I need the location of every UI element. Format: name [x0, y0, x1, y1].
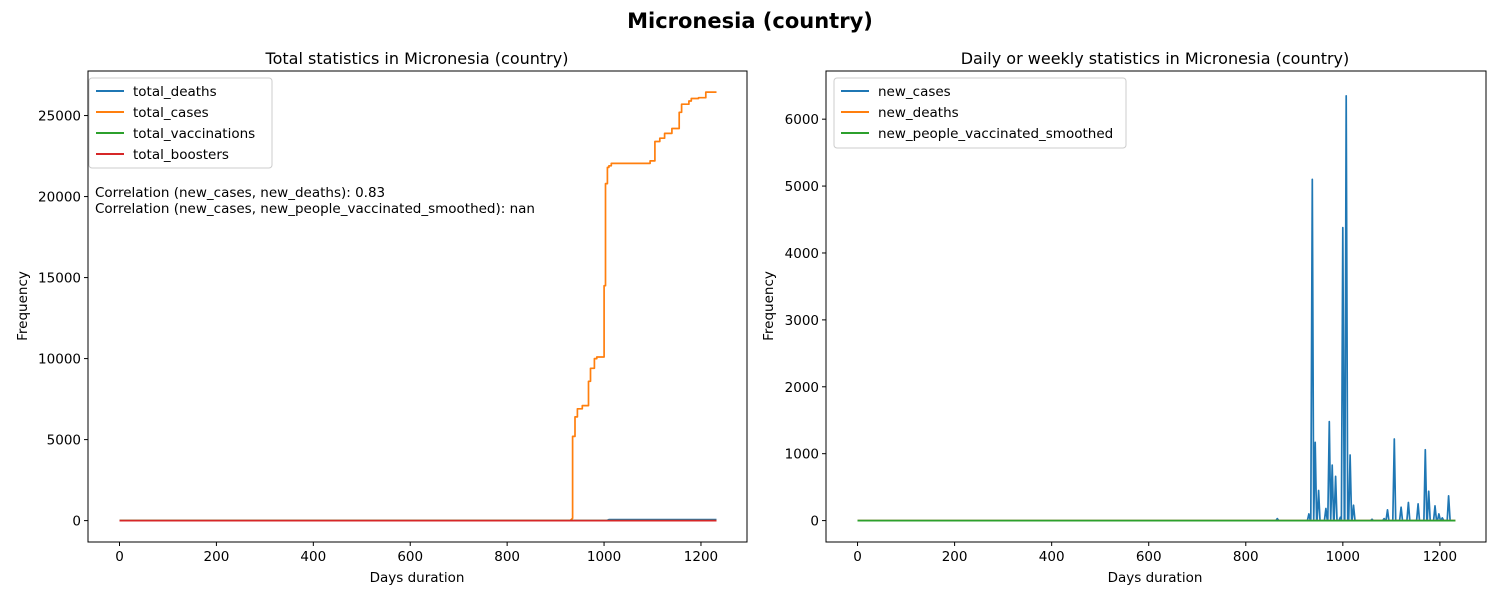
legend-label-new_people_vaccinated_smoothed: new_people_vaccinated_smoothed [878, 126, 1113, 142]
y-tick-label: 10000 [38, 352, 81, 368]
plot-area: 0 200 400 600 800 1000 1200 0 1000 2000 3000 4000 50… [785, 70, 1487, 565]
figure-title: Micronesia (country) [627, 9, 873, 33]
y-axis-label: Frequency [761, 271, 777, 341]
x-tick-label: 800 [494, 549, 520, 565]
x-axis-label: Days duration [1108, 570, 1203, 586]
axes-frame [87, 70, 748, 543]
y-tick-label: 20000 [38, 190, 81, 206]
x-tick-label: 400 [300, 549, 326, 565]
series-line-new_cases [857, 94, 1456, 522]
x-tick-label: 0 [115, 549, 124, 565]
legend-label-new_deaths: new_deaths [878, 105, 959, 121]
y-axis-label: Frequency [15, 271, 31, 341]
legend-label-total_deaths: total_deaths [133, 84, 217, 100]
x-tick-label: 0 [853, 549, 862, 565]
correlation-annotation-deaths: Correlation (new_cases, new_deaths): 0.8… [95, 185, 385, 201]
y-tick-label: 5000 [785, 179, 819, 195]
y-tick-label: 2000 [785, 380, 819, 396]
y-tick-label: 0 [72, 514, 81, 530]
y-tick-label: 6000 [785, 112, 819, 128]
y-tick-label: 15000 [38, 271, 81, 287]
x-tick-label: 200 [942, 549, 968, 565]
y-tick-label: 4000 [785, 246, 819, 262]
legend-box [88, 77, 273, 169]
correlation-annotation-vaccinated: Correlation (new_cases, new_people_vacci… [95, 201, 535, 217]
x-tick-label: 800 [1233, 549, 1259, 565]
x-tick-label: 400 [1039, 549, 1065, 565]
x-tick-label: 1200 [1423, 549, 1457, 565]
axes-frame [825, 70, 1487, 543]
x-tick-label: 600 [1136, 549, 1162, 565]
legend-box [833, 77, 1127, 149]
x-tick-label: 1200 [684, 549, 718, 565]
x-tick-label: 1000 [587, 549, 621, 565]
legend-label-total_vaccinations: total_vaccinations [133, 126, 255, 142]
series-line-total_cases [119, 91, 717, 522]
x-tick-label: 1000 [1326, 549, 1360, 565]
y-tick-label: 5000 [47, 433, 81, 449]
legend-label-new_cases: new_cases [878, 84, 951, 100]
plot-area: 0 200 400 600 800 1000 1200 0 5000 10000 15000 2000… [38, 70, 748, 565]
y-tick-label: 25000 [38, 109, 81, 125]
legend-label-total_cases: total_cases [133, 105, 209, 121]
legend: total_deaths total_cases total_vaccination… [88, 77, 273, 169]
daily-statistics-panel: Daily or weekly statistics in Micronesia… [761, 49, 1487, 586]
y-tick-label: 0 [810, 514, 819, 530]
y-tick-label: 3000 [785, 313, 819, 329]
x-tick-label: 200 [204, 549, 230, 565]
legend: new_cases new_deaths new_people_vaccinated… [833, 77, 1127, 149]
panel-title: Daily or weekly statistics in Micronesia… [961, 49, 1350, 68]
panel-title: Total statistics in Micronesia (country) [265, 49, 569, 68]
x-tick-label: 600 [397, 549, 423, 565]
legend-label-total_boosters: total_boosters [133, 147, 229, 163]
y-tick-label: 1000 [785, 447, 819, 463]
total-statistics-panel: Total statistics in Micronesia (country)… [15, 49, 748, 586]
x-axis-label: Days duration [370, 570, 465, 586]
